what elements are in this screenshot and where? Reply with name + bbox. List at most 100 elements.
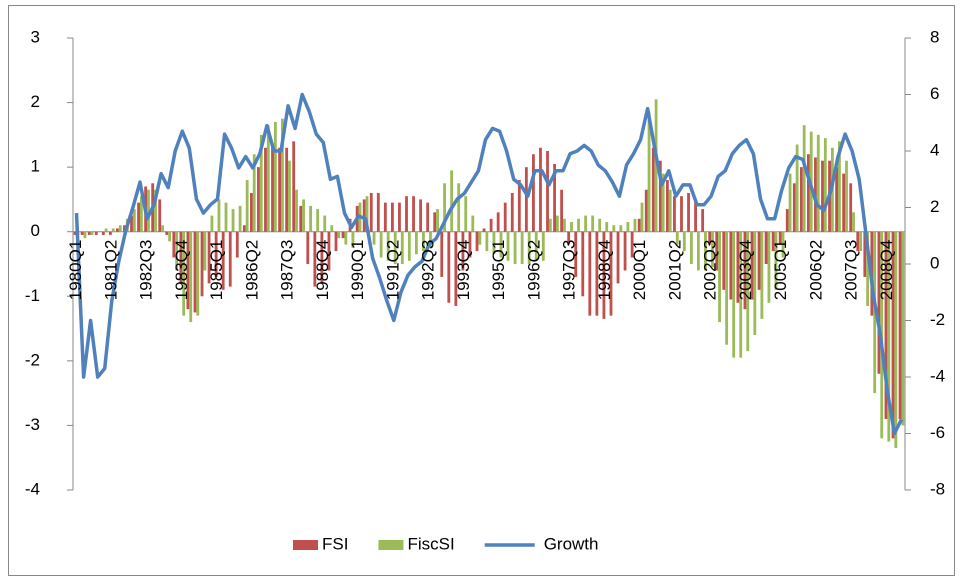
bar bbox=[196, 231, 200, 316]
bar bbox=[548, 218, 552, 232]
bar bbox=[468, 231, 472, 258]
bar bbox=[154, 189, 157, 232]
bar bbox=[682, 231, 686, 252]
bar bbox=[207, 231, 211, 284]
bar bbox=[295, 189, 298, 232]
bar bbox=[753, 231, 757, 336]
bar bbox=[369, 192, 373, 232]
bar bbox=[330, 225, 334, 232]
bar bbox=[436, 209, 439, 232]
x-tick-label: 2008Q4 bbox=[877, 240, 896, 301]
bar bbox=[708, 231, 712, 245]
y-tick-label: 0 bbox=[31, 221, 40, 240]
bar bbox=[626, 222, 630, 232]
bar bbox=[189, 231, 193, 323]
bar bbox=[179, 231, 183, 284]
y2-tick-label: -2 bbox=[930, 310, 945, 329]
bar bbox=[471, 215, 475, 232]
bar bbox=[746, 231, 750, 352]
bar bbox=[457, 183, 461, 232]
bar bbox=[725, 231, 729, 345]
bar bbox=[651, 147, 655, 232]
bar bbox=[313, 231, 317, 287]
bar bbox=[774, 231, 778, 290]
bar bbox=[447, 231, 451, 303]
bar bbox=[750, 231, 754, 300]
bar bbox=[856, 231, 860, 252]
x-tick-label: 2006Q2 bbox=[806, 240, 825, 301]
bar bbox=[132, 209, 136, 232]
bar bbox=[788, 173, 792, 232]
bar bbox=[341, 231, 345, 239]
y2-tick-label: 8 bbox=[930, 27, 939, 46]
bar bbox=[503, 202, 507, 232]
x-tick-label: 1992Q3 bbox=[419, 240, 438, 301]
bar bbox=[823, 138, 827, 232]
bar bbox=[598, 218, 602, 232]
bar bbox=[461, 231, 465, 271]
bar bbox=[574, 231, 578, 277]
bar bbox=[849, 183, 853, 232]
y-tick-label: 3 bbox=[31, 27, 40, 46]
bar bbox=[760, 231, 764, 319]
x-tick-label: 1991Q2 bbox=[383, 240, 402, 301]
bar bbox=[567, 231, 571, 245]
bar bbox=[90, 231, 94, 235]
bar bbox=[778, 231, 782, 245]
y-tick-label: 1 bbox=[31, 157, 40, 176]
bar bbox=[609, 231, 613, 316]
bar bbox=[722, 231, 726, 290]
bar bbox=[842, 173, 846, 232]
bar bbox=[644, 189, 648, 232]
bar bbox=[440, 231, 444, 277]
bar bbox=[281, 118, 284, 232]
bar bbox=[464, 196, 468, 232]
bar bbox=[161, 225, 164, 232]
bar bbox=[658, 160, 662, 232]
bar bbox=[704, 231, 707, 271]
bar bbox=[743, 231, 747, 310]
bar bbox=[838, 141, 841, 232]
bar bbox=[116, 228, 119, 232]
legend-swatch bbox=[293, 540, 318, 550]
y2-tick-label: -4 bbox=[930, 366, 945, 385]
bar bbox=[602, 231, 606, 319]
bar bbox=[362, 199, 366, 232]
bar bbox=[623, 231, 627, 271]
bar bbox=[252, 154, 256, 232]
bar bbox=[546, 151, 549, 232]
bar bbox=[101, 231, 105, 235]
x-tick-label: 2005Q1 bbox=[771, 240, 790, 301]
bar bbox=[111, 228, 115, 232]
bar bbox=[104, 228, 108, 232]
bar bbox=[344, 231, 348, 245]
x-tick-label: 2001Q2 bbox=[665, 240, 684, 301]
bar bbox=[264, 147, 267, 232]
x-tick-label: 1980Q1 bbox=[66, 240, 85, 301]
bar bbox=[591, 215, 595, 232]
bar bbox=[478, 231, 482, 245]
bar bbox=[334, 231, 338, 252]
bar bbox=[489, 218, 493, 232]
bar bbox=[806, 154, 810, 232]
bar bbox=[372, 231, 376, 245]
bar bbox=[137, 202, 140, 232]
bar bbox=[257, 167, 260, 232]
bar bbox=[792, 183, 796, 232]
chart-frame bbox=[8, 5, 955, 576]
bar bbox=[309, 205, 313, 232]
bar bbox=[816, 134, 820, 232]
bar bbox=[901, 231, 905, 426]
bar bbox=[633, 218, 637, 232]
bar bbox=[412, 196, 415, 232]
bar bbox=[541, 231, 545, 261]
bar bbox=[292, 141, 296, 232]
bar bbox=[637, 218, 641, 232]
bar bbox=[123, 225, 126, 232]
bar bbox=[302, 199, 305, 232]
bar bbox=[200, 231, 204, 297]
y2-tick-label: 6 bbox=[930, 84, 939, 103]
bar bbox=[80, 231, 84, 235]
bar bbox=[165, 231, 169, 235]
